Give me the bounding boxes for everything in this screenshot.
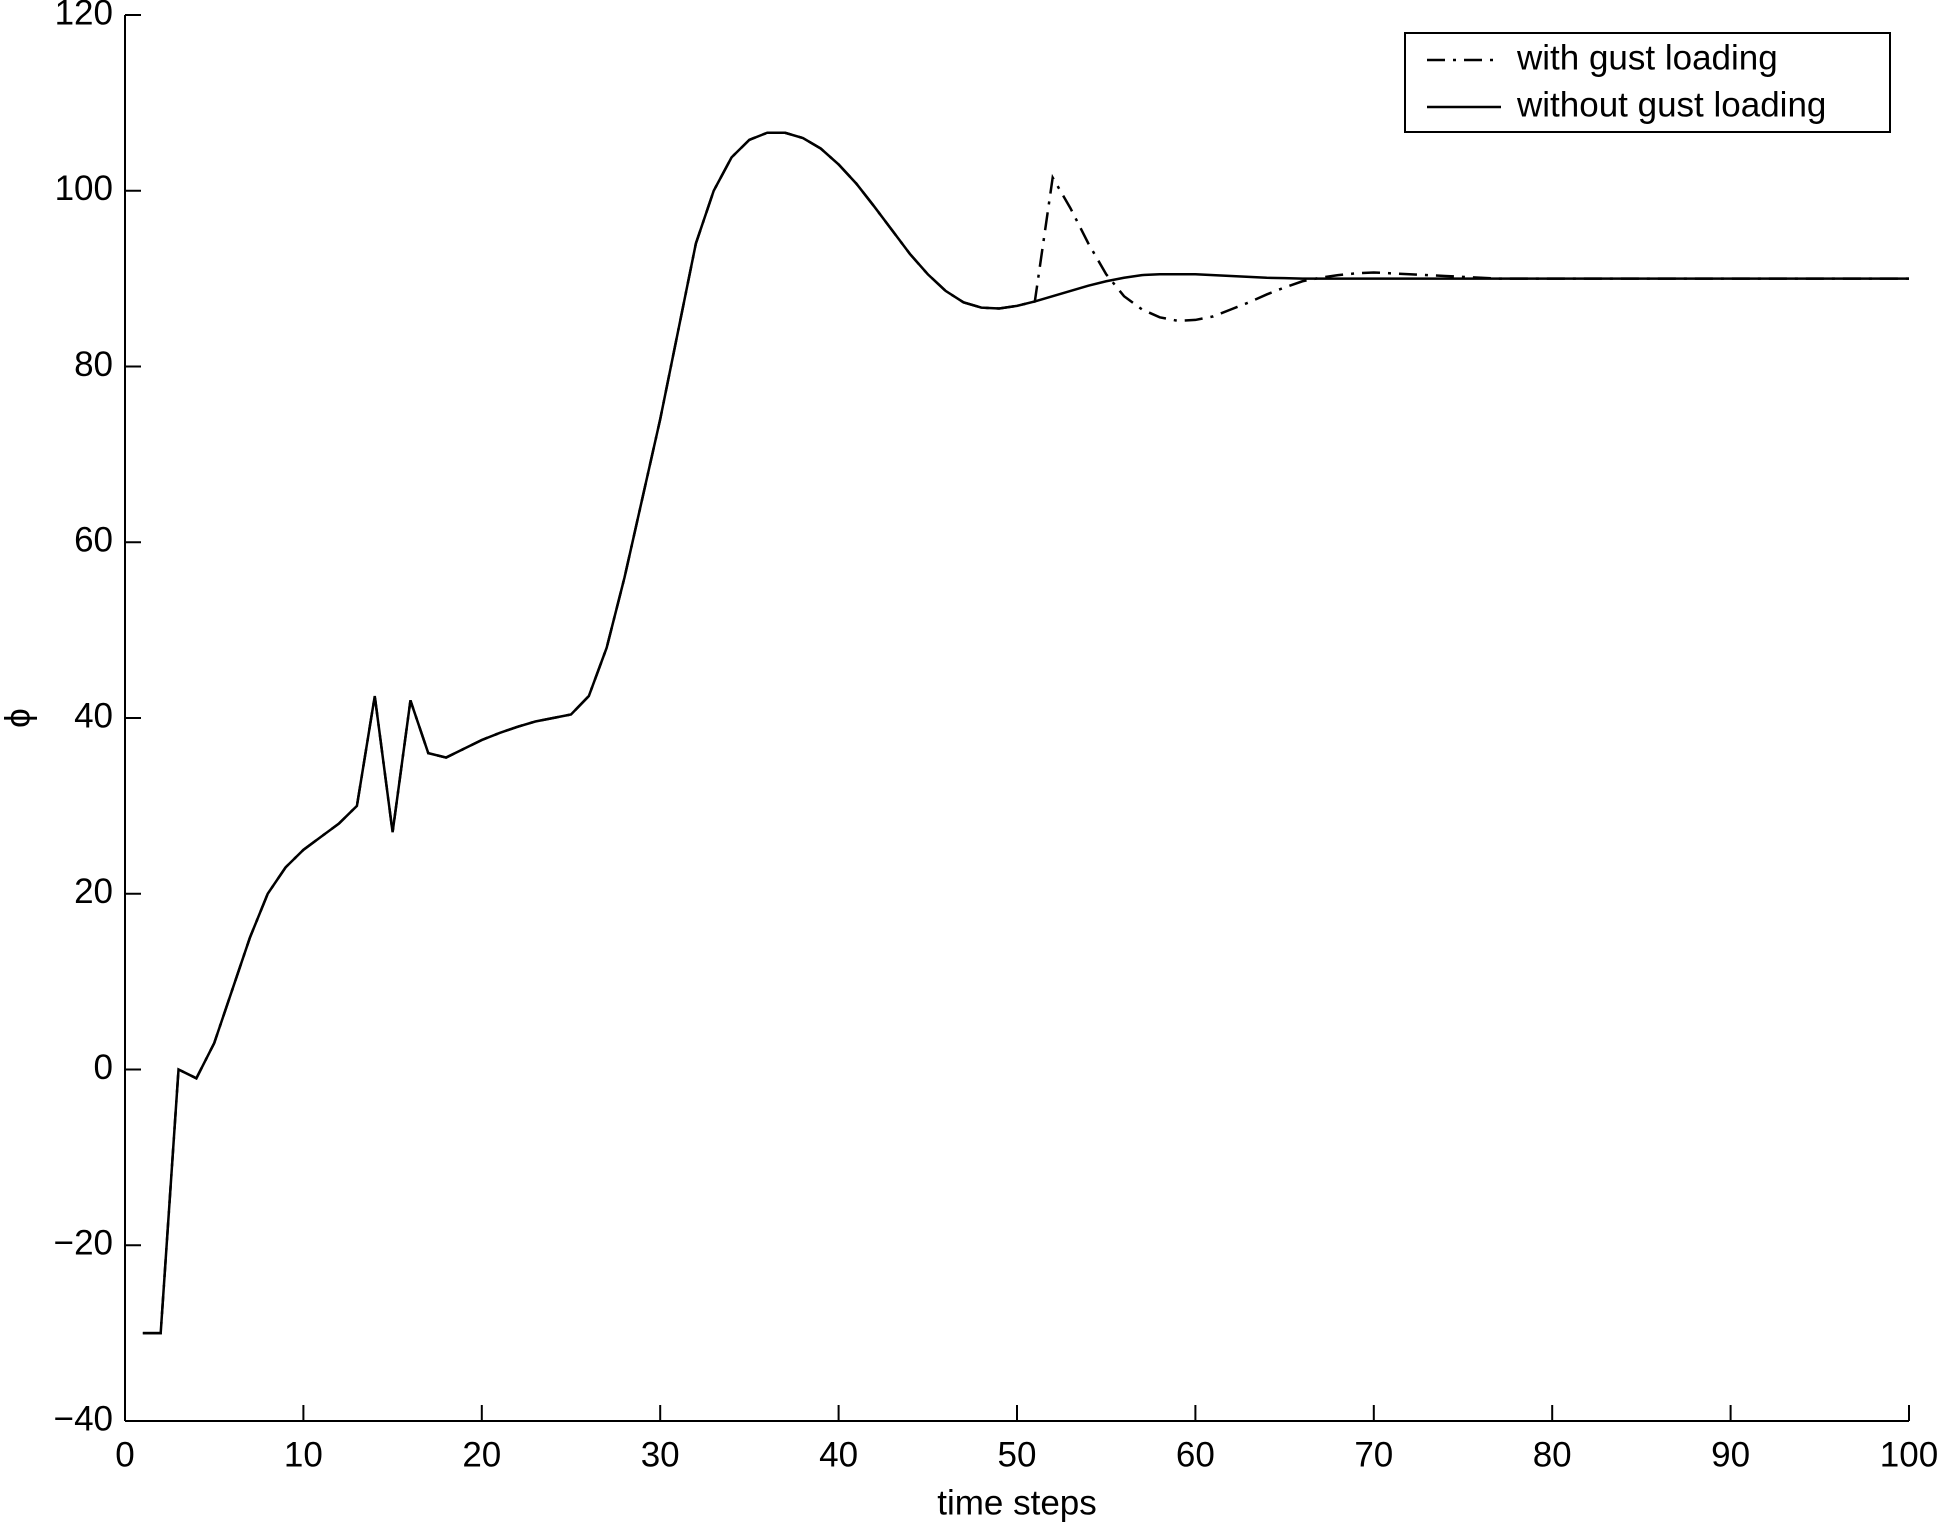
x-tick-label: 20 (462, 1435, 501, 1474)
y-tick-label: 120 (55, 0, 113, 32)
y-tick-label: −40 (54, 1399, 113, 1438)
x-tick-label: 70 (1354, 1435, 1393, 1474)
y-tick-label: 100 (55, 169, 113, 208)
y-tick-label: 0 (94, 1048, 113, 1087)
y-tick-label: 40 (74, 696, 113, 735)
x-tick-label: 40 (819, 1435, 858, 1474)
y-tick-label: 20 (74, 872, 113, 911)
x-tick-label: 80 (1533, 1435, 1572, 1474)
x-tick-label: 50 (998, 1435, 1037, 1474)
x-tick-label: 90 (1711, 1435, 1750, 1474)
x-tick-label: 30 (641, 1435, 680, 1474)
legend-box (1404, 32, 1891, 133)
y-tick-label: 80 (74, 345, 113, 384)
x-tick-label: 100 (1880, 1435, 1938, 1474)
series-line (142, 131, 1909, 1335)
y-tick-label: 60 (74, 521, 113, 560)
y-tick-label: −20 (54, 1224, 113, 1263)
y-axis-label: ϕ (0, 708, 37, 728)
legend-label: with gust loading (1516, 38, 1778, 77)
series-line (142, 131, 1909, 1335)
x-tick-label: 60 (1176, 1435, 1215, 1474)
x-tick-label: 10 (284, 1435, 323, 1474)
x-axis-label: time steps (937, 1483, 1097, 1522)
legend-label: without gust loading (1516, 85, 1826, 124)
x-tick-label: 0 (115, 1435, 134, 1474)
